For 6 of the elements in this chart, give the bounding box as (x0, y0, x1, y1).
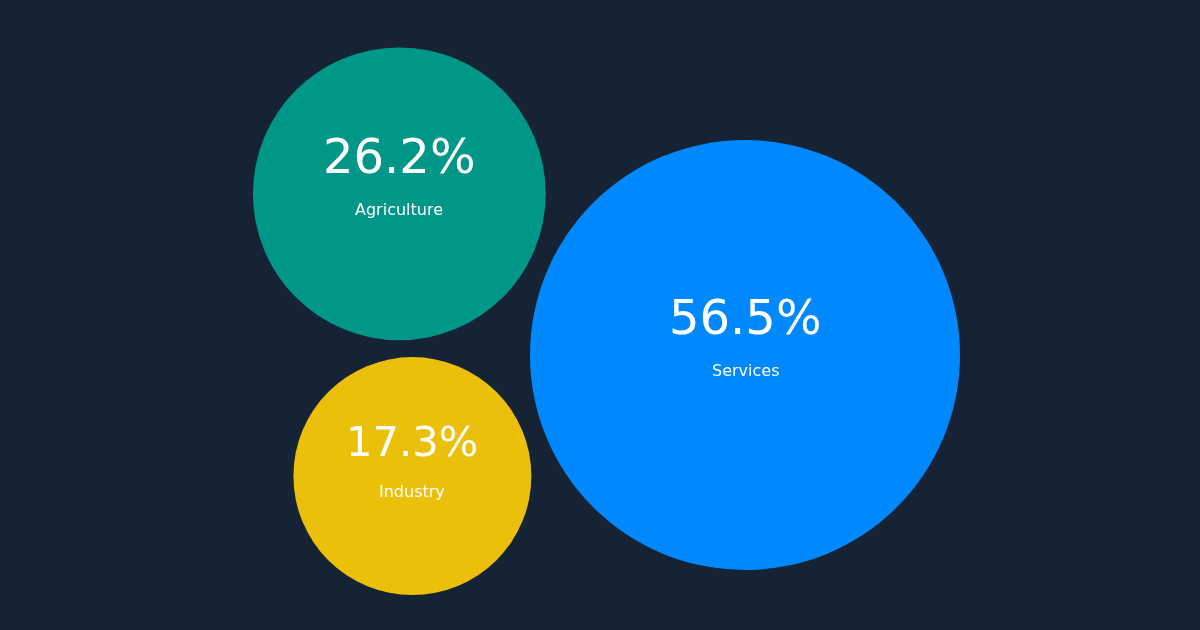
category-label: Agriculture (355, 200, 443, 219)
data-label: 17.3% (346, 417, 479, 466)
category-label: Industry (379, 482, 445, 501)
data-label: 26.2% (323, 128, 476, 184)
data-label: 56.5% (669, 289, 822, 345)
category-label: Services (712, 361, 780, 380)
